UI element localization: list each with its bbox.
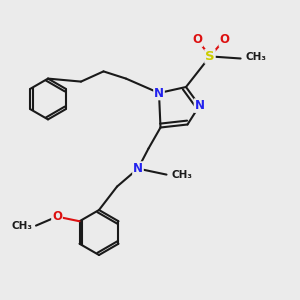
Text: O: O (52, 210, 62, 223)
Text: CH₃: CH₃ (172, 169, 193, 180)
Text: CH₃: CH₃ (245, 52, 266, 62)
Text: N: N (133, 162, 143, 175)
Text: O: O (192, 33, 203, 46)
Text: S: S (205, 50, 215, 63)
Text: N: N (194, 99, 205, 112)
Text: N: N (154, 86, 164, 100)
Text: O: O (219, 33, 230, 46)
Text: CH₃: CH₃ (11, 220, 32, 231)
